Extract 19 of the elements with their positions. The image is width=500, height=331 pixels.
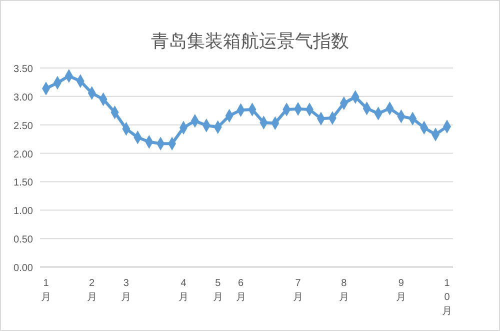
y-tick-label: 2.00	[14, 149, 34, 160]
x-tick-label: 6月	[236, 278, 246, 303]
chart-title: 青岛集装箱航运景气指数	[151, 31, 349, 51]
x-tick-label: 9月	[396, 278, 406, 303]
x-tick-label: 4月	[178, 278, 188, 303]
y-tick-label: 3.00	[14, 92, 34, 104]
y-tick-label: 1.00	[14, 206, 34, 218]
x-tick-label: 10月	[442, 278, 452, 317]
x-tick-label: 8月	[338, 278, 349, 303]
x-tick-label: 1月	[41, 278, 51, 303]
x-tick-label: 7月	[293, 278, 304, 303]
x-tick-label: 2月	[86, 278, 97, 303]
x-tick-label: 5月	[212, 278, 223, 303]
y-tick-label: 0.00	[14, 263, 34, 274]
y-tick-label: 1.50	[14, 178, 34, 189]
y-tick-label: 3.50	[14, 64, 34, 75]
x-tick-label: 3月	[121, 278, 132, 303]
y-tick-label: 2.50	[14, 120, 34, 132]
y-tick-label: 0.50	[14, 234, 34, 246]
